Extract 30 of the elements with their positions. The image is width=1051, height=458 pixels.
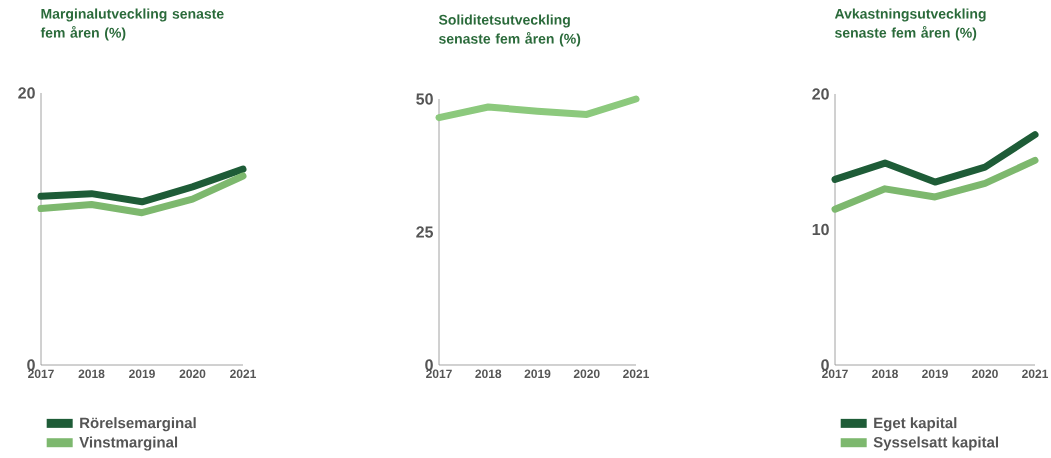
x-tick-label: 2021 xyxy=(1022,369,1049,379)
x-tick-label: 2020 xyxy=(573,369,600,379)
y-tick-label: 20 xyxy=(18,87,35,99)
chart-title: Marginalutveckling senaste fem åren (%) xyxy=(40,8,224,41)
x-tick-label: 2019 xyxy=(922,369,948,379)
chart-title: Avkastningsutveckling senaste fem åren (%) xyxy=(834,8,986,41)
x-tick-label: 2021 xyxy=(230,369,257,379)
x-tick-label: 2020 xyxy=(972,369,998,379)
y-tick-label: 0 xyxy=(821,359,829,371)
x-tick-label: 2018 xyxy=(475,369,502,379)
legend-label: Eget kapital xyxy=(874,417,957,432)
y-tick-label: 20 xyxy=(812,88,829,100)
x-tick-label: 2021 xyxy=(623,369,650,379)
y-tick-label: 25 xyxy=(416,226,434,238)
x-tick-label: 2018 xyxy=(78,369,105,379)
x-tick-label: 2017 xyxy=(822,369,848,379)
y-tick-label: 10 xyxy=(812,223,829,236)
legend-label: Rörelsemarginal xyxy=(80,417,196,432)
y-tick-label: 0 xyxy=(425,359,433,371)
y-tick-label: 50 xyxy=(416,93,433,105)
y-tick-label: 0 xyxy=(27,359,35,371)
x-tick-label: 2019 xyxy=(129,369,155,379)
x-tick-label: 2017 xyxy=(426,369,452,379)
x-tick-label: 2020 xyxy=(179,369,206,379)
legend-label: Sysselsatt kapital xyxy=(873,436,999,451)
chart-title: Soliditetsutveckling senaste fem åren (%) xyxy=(438,14,581,47)
x-tick-label: 2019 xyxy=(524,369,551,379)
legend-label: Vinstmarginal xyxy=(79,436,178,451)
x-tick-label: 2017 xyxy=(28,369,54,379)
x-tick-label: 2018 xyxy=(872,369,898,379)
